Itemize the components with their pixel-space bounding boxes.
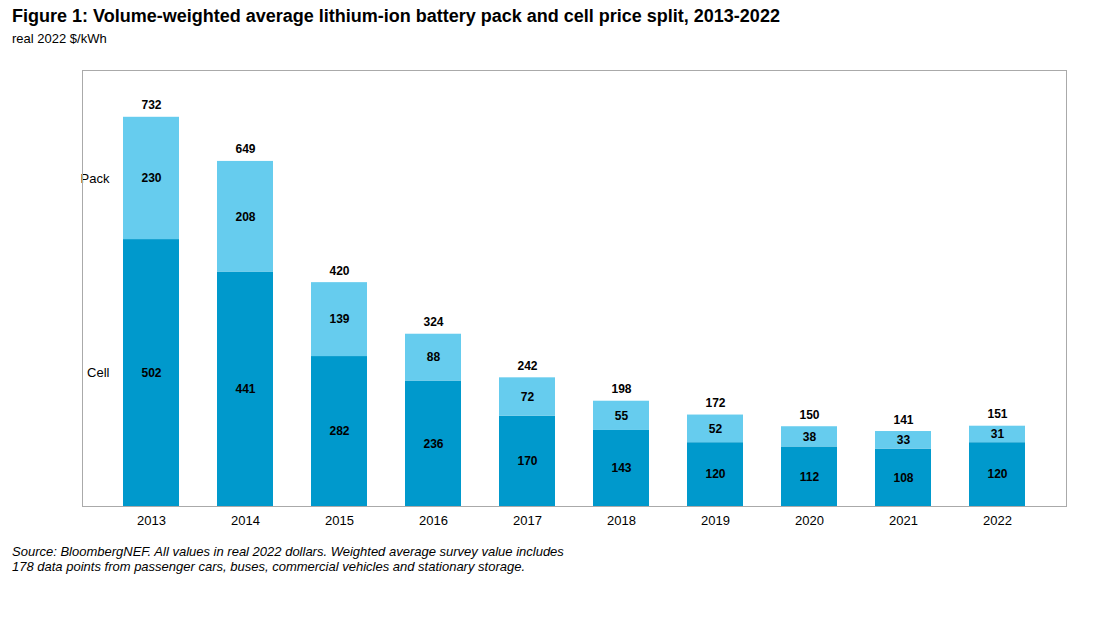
svg-text:150: 150	[799, 408, 819, 422]
svg-text:2016: 2016	[419, 513, 448, 528]
svg-text:732: 732	[141, 98, 161, 112]
svg-text:420: 420	[329, 264, 349, 278]
svg-text:55: 55	[615, 409, 629, 423]
svg-text:Cell: Cell	[87, 365, 110, 380]
svg-text:2015: 2015	[325, 513, 354, 528]
html-text:Source: BloombergNEF. All valu: Source: BloombergNEF. All values in real…	[12, 544, 564, 574]
svg-text:141: 141	[893, 413, 913, 427]
svg-text:2014: 2014	[231, 513, 260, 528]
svg-text:88: 88	[427, 350, 441, 364]
svg-text:208: 208	[235, 210, 255, 224]
html-text:real 2022 $/kWh: real 2022 $/kWh	[12, 31, 107, 46]
svg-text:170: 170	[517, 454, 537, 468]
svg-text:33: 33	[897, 433, 911, 447]
svg-text:2021: 2021	[889, 513, 918, 528]
svg-text:120: 120	[987, 467, 1007, 481]
svg-text:52: 52	[709, 422, 723, 436]
svg-text:112: 112	[800, 470, 820, 484]
svg-text:2013: 2013	[137, 513, 166, 528]
svg-text:230: 230	[141, 171, 161, 185]
svg-text:236: 236	[423, 437, 443, 451]
svg-text:139: 139	[329, 312, 349, 326]
svg-text:502: 502	[141, 366, 161, 380]
svg-text:2020: 2020	[795, 513, 824, 528]
svg-text:Pack: Pack	[81, 171, 110, 186]
svg-text:441: 441	[235, 382, 255, 396]
svg-text:151: 151	[987, 407, 1007, 421]
svg-text:108: 108	[893, 471, 913, 485]
svg-text:2019: 2019	[701, 513, 730, 528]
svg-text:38: 38	[803, 430, 817, 444]
html-text:Figure 1: Volume-weighted aver: Figure 1: Volume-weighted average lithiu…	[12, 6, 780, 26]
svg-text:649: 649	[235, 142, 255, 156]
svg-text:2022: 2022	[983, 513, 1012, 528]
svg-text:72: 72	[521, 390, 535, 404]
svg-text:120: 120	[705, 467, 725, 481]
svg-text:198: 198	[611, 382, 631, 396]
svg-text:242: 242	[517, 359, 537, 373]
svg-text:2017: 2017	[513, 513, 542, 528]
svg-text:172: 172	[705, 396, 725, 410]
svg-text:2018: 2018	[607, 513, 636, 528]
svg-text:31: 31	[991, 427, 1005, 441]
svg-text:282: 282	[329, 424, 349, 438]
svg-text:324: 324	[423, 315, 443, 329]
svg-text:143: 143	[611, 461, 631, 475]
